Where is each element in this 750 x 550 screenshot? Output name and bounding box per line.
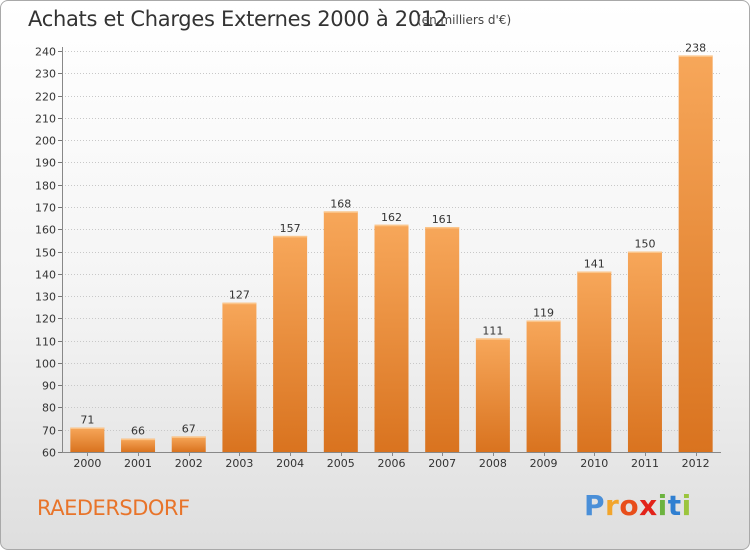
bars (70, 55, 713, 452)
x-tick-label-2011: 2011 (631, 457, 659, 470)
value-label-2002: 67 (182, 422, 196, 435)
y-tick-label: 130 (35, 291, 56, 304)
y-tick-label: 190 (35, 157, 56, 170)
y-tick-label: 100 (35, 358, 56, 371)
value-label-2012: 238 (685, 41, 706, 54)
y-tick-label: 110 (35, 336, 56, 349)
bar-highlight (323, 211, 358, 213)
x-tick-label-2002: 2002 (175, 457, 203, 470)
bar-highlight (425, 226, 460, 229)
value-label-2007: 161 (432, 213, 453, 226)
y-tick-label: 240 (35, 46, 56, 59)
bar-highlight (577, 271, 612, 274)
bar-2006 (374, 224, 409, 452)
value-label-2000: 71 (80, 413, 94, 426)
proxiti-logo: Proxiti (584, 489, 692, 522)
bar-2011 (627, 251, 662, 452)
y-tick-label: 60 (42, 447, 56, 460)
bar-2004 (273, 235, 308, 452)
commune-name: RAEDERSDORF (37, 496, 190, 520)
labels: 71 66 67 127 157 168 162 161 111 119 141 150 238 (80, 41, 706, 437)
axes: 60 70 80 90 100 110 120 130 140 150 160 170 180 190 20… (35, 46, 721, 470)
y-tick-label: 70 (42, 425, 56, 438)
y-tick-label: 80 (42, 402, 56, 415)
bar-highlight (526, 320, 561, 323)
bar-2001 (121, 438, 156, 452)
bar-highlight (222, 302, 257, 305)
value-label-2004: 157 (280, 222, 301, 235)
value-label-2009: 119 (533, 307, 554, 320)
bar-highlight (273, 235, 308, 238)
bar-highlight (121, 438, 156, 441)
x-tick-label-2005: 2005 (327, 457, 355, 470)
x-tick-label-2006: 2006 (378, 457, 406, 470)
y-tick-label: 90 (42, 380, 56, 393)
chart-title: Achats et Charges Externes 2000 à 2012 (28, 7, 448, 31)
y-tick-label: 230 (35, 68, 56, 81)
y-tick-label: 210 (35, 113, 56, 126)
bar-2009 (526, 320, 561, 452)
bar-2007 (425, 226, 460, 452)
y-tick-label: 170 (35, 202, 56, 215)
value-label-2005: 168 (330, 197, 351, 210)
x-tick-label-2001: 2001 (124, 457, 152, 470)
y-tick-label: 200 (35, 135, 56, 148)
y-tick-label: 120 (35, 313, 56, 326)
value-label-2001: 66 (131, 425, 145, 438)
y-tick-label: 140 (35, 269, 56, 282)
bar-highlight (627, 251, 662, 253)
x-tick-label-2010: 2010 (580, 457, 608, 470)
y-tick-label: 180 (35, 180, 56, 193)
bar-2008 (475, 338, 510, 452)
bar-2010 (577, 271, 612, 452)
y-tick-label: 220 (35, 91, 56, 104)
x-tick-label-2012: 2012 (682, 457, 710, 470)
value-label-2008: 111 (482, 324, 503, 337)
x-tick-label-2000: 2000 (73, 457, 101, 470)
value-label-2010: 141 (584, 258, 605, 271)
bar-highlight (70, 427, 105, 429)
value-label-2006: 162 (381, 211, 402, 224)
chart-subtitle: (en milliers d'€) (417, 13, 512, 27)
bar-2003 (222, 302, 257, 452)
bar-highlight (171, 436, 206, 438)
value-label-2011: 150 (634, 238, 655, 251)
x-tick-label-2003: 2003 (225, 457, 253, 470)
y-tick-label: 160 (35, 224, 56, 237)
bar-2012 (678, 55, 713, 452)
bar-highlight (374, 224, 409, 227)
bar-highlight (678, 55, 713, 57)
value-label-2003: 127 (229, 289, 250, 302)
x-tick-label-2007: 2007 (428, 457, 456, 470)
bar-2000 (70, 427, 105, 452)
bar-2005 (323, 211, 358, 452)
x-tick-label-2004: 2004 (276, 457, 304, 470)
bar-highlight (475, 338, 510, 340)
x-tick-label-2008: 2008 (479, 457, 507, 470)
bar-2002 (171, 436, 206, 452)
y-tick-label: 150 (35, 247, 56, 260)
x-tick-label-2009: 2009 (530, 457, 558, 470)
